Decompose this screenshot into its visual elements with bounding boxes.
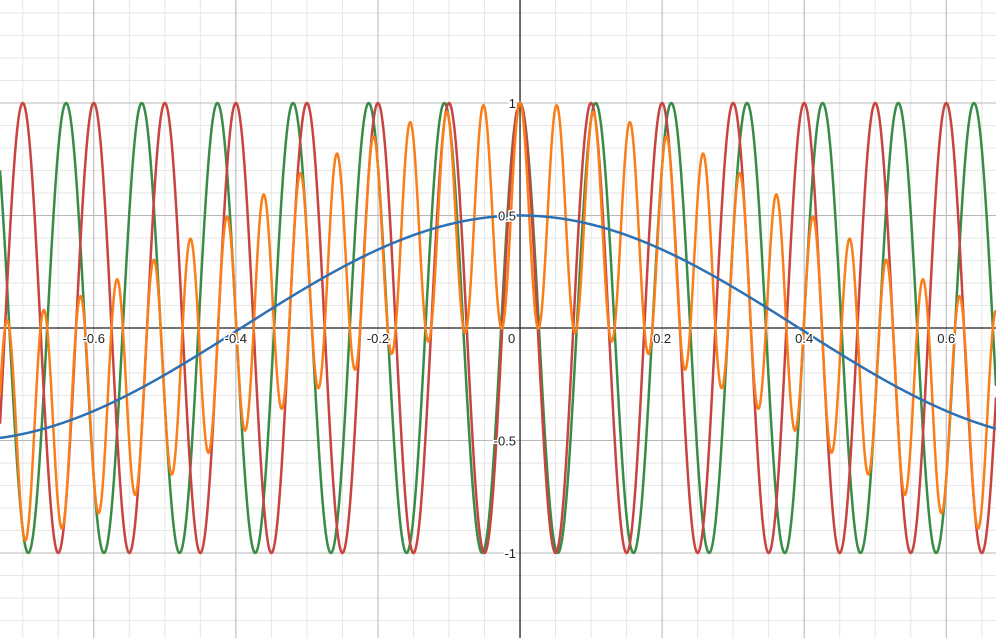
x-tick-label: -0.6	[83, 331, 105, 346]
x-tick-label: 0.6	[937, 331, 955, 346]
x-tick-label: -0.4	[225, 331, 247, 346]
x-tick-label: 0.4	[795, 331, 813, 346]
curve-blue[interactable]	[0, 214, 996, 440]
x-tick-label: 0	[508, 331, 515, 346]
curves	[0, 101, 996, 555]
curve-red[interactable]	[0, 101, 996, 555]
x-tick-label: 0.2	[653, 331, 671, 346]
y-tick-label: 0.5	[498, 209, 516, 224]
y-tick-label: -0.5	[494, 433, 516, 448]
tick-labels: -0.6 -0.4 -0.2 0 0.2 0.4 0.6 1 0.5 -0.5 …	[81, 95, 957, 563]
y-tick-label: 1	[509, 96, 516, 111]
y-tick-label: -1	[504, 546, 516, 561]
curve-orange[interactable]	[0, 101, 996, 542]
x-tick-label: -0.2	[367, 331, 389, 346]
